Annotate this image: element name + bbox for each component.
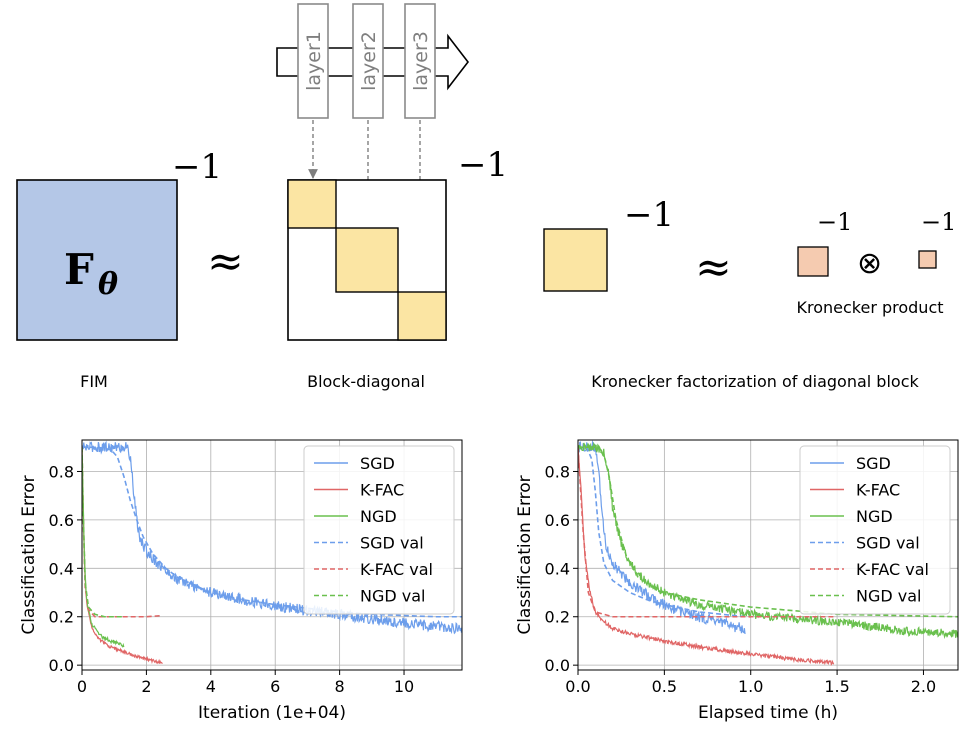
series-line-ngd-val xyxy=(82,447,124,618)
factor-a-inverse-exponent: −1 xyxy=(817,208,852,236)
approx-symbol-2: ≈ xyxy=(695,242,732,293)
caption-fim: FIM xyxy=(80,372,108,391)
series-line-sgd xyxy=(82,440,462,635)
x-tick-label: 4 xyxy=(206,677,216,696)
y-tick-label: 0.4 xyxy=(49,559,74,578)
kronecker-product-label: Kronecker product xyxy=(796,298,943,317)
legend-entry: SGD xyxy=(856,454,891,473)
plot-frame xyxy=(577,439,959,671)
x-tick-label: 8 xyxy=(335,677,345,696)
y-tick-label: 0.6 xyxy=(49,511,74,530)
y-tick-label: 0.6 xyxy=(545,511,570,530)
single-block-inverse-exponent: −1 xyxy=(624,195,674,235)
legend-entry: K-FAC xyxy=(360,481,404,500)
series-line-ngd xyxy=(578,441,958,640)
y-axis-label: Classification Error xyxy=(515,475,535,634)
series-line-k-fac xyxy=(578,449,835,666)
legend-entry: K-FAC val xyxy=(856,560,929,579)
fim-approximation-diagram: layer1 layer2 layer3 F θ −1 ≈ −1 −1 ≈ −1… xyxy=(16,3,956,391)
legend-entry: K-FAC xyxy=(856,481,900,500)
layer-box-1: layer1 xyxy=(297,3,329,119)
y-tick-label: 0.8 xyxy=(49,462,74,481)
chart-elapsed-time: 0.0 0.5 1.0 1.5 2.0 0.0 0.2 0.4 0.6 0.8 Elapsed ti… xyxy=(515,439,959,723)
diagonal-block-2 xyxy=(335,227,399,293)
x-axis-label: Elapsed time (h) xyxy=(698,703,838,723)
series-line-k-fac-val xyxy=(578,447,834,618)
approx-symbol-1: ≈ xyxy=(207,236,244,287)
layer-box-2: layer2 xyxy=(352,3,384,119)
layer-label-3: layer3 xyxy=(410,31,432,91)
legend-entry: SGD xyxy=(360,454,395,473)
legend-entry: NGD val xyxy=(360,587,426,606)
x-tick-label: 2.0 xyxy=(911,677,936,696)
chart-iteration: 0 2 4 6 8 10 0.0 0.2 0.4 0.6 0.8 Iteration (1e+04) C… xyxy=(19,439,463,723)
y-axis-label: Classification Error xyxy=(19,475,39,634)
series-line-ngd xyxy=(82,446,125,648)
legend-entry: SGD val xyxy=(360,534,424,553)
x-axis-label: Iteration (1e+04) xyxy=(198,703,346,723)
layer-label-2: layer2 xyxy=(358,31,380,91)
y-tick-label: 0.0 xyxy=(49,656,74,675)
otimes-symbol: ⊗ xyxy=(857,246,882,281)
y-tick-label: 0.2 xyxy=(49,608,74,627)
legend-entry: K-FAC val xyxy=(360,560,433,579)
y-tick-label: 0.2 xyxy=(545,608,570,627)
x-tick-label: 10 xyxy=(394,677,414,696)
legend-entry: SGD val xyxy=(856,534,920,553)
fim-subscript: θ xyxy=(98,267,118,302)
legend: SGD K-FAC NGD SGD val K-FAC val NGD val xyxy=(303,445,455,615)
fim-symbol: F xyxy=(64,245,94,294)
plot-frame xyxy=(81,439,463,671)
kronecker-factor-a xyxy=(797,246,829,277)
series-line-ngd-val xyxy=(578,446,958,618)
y-tick-label: 0.4 xyxy=(545,559,570,578)
series-line-k-fac xyxy=(82,446,163,665)
legend-entry: NGD xyxy=(360,507,397,526)
x-tick-label: 6 xyxy=(270,677,280,696)
y-tick-label: 0.8 xyxy=(545,462,570,481)
legend-entry: NGD xyxy=(856,507,893,526)
series-line-sgd xyxy=(578,440,746,635)
block-inverse-exponent: −1 xyxy=(458,145,508,185)
legend: SGD K-FAC NGD SGD val K-FAC val NGD val xyxy=(799,445,951,615)
x-tick-label: 1.5 xyxy=(824,677,849,696)
x-tick-label: 1.0 xyxy=(738,677,763,696)
fim-matrix xyxy=(16,179,178,341)
x-tick-label: 0.5 xyxy=(652,677,677,696)
layer-label-1: layer1 xyxy=(303,31,325,91)
x-tick-label: 0.0 xyxy=(565,677,590,696)
caption-block-diagonal: Block-diagonal xyxy=(307,372,425,391)
factor-b-inverse-exponent: −1 xyxy=(921,208,956,236)
kronecker-factor-b xyxy=(918,250,937,269)
layer-box-3: layer3 xyxy=(404,3,436,119)
diagonal-block-3 xyxy=(397,291,447,341)
y-tick-label: 0.0 xyxy=(545,656,570,675)
series-line-sgd-val xyxy=(578,446,746,618)
caption-kronecker-factorization: Kronecker factorization of diagonal bloc… xyxy=(591,372,919,391)
x-tick-label: 2 xyxy=(141,677,151,696)
series-line-k-fac-val xyxy=(82,447,163,618)
single-diagonal-block xyxy=(543,228,608,292)
x-tick-label: 0 xyxy=(77,677,87,696)
fim-inverse-exponent: −1 xyxy=(172,147,222,187)
legend-entry: NGD val xyxy=(856,587,922,606)
diagonal-block-1 xyxy=(287,179,337,229)
